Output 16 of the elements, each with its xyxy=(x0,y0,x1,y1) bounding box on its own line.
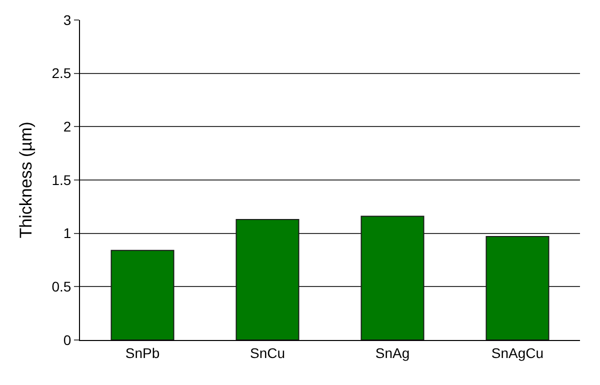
y-tick-label: 2.5 xyxy=(52,65,72,82)
y-tick-label: 1.5 xyxy=(52,172,72,188)
x-tick-label: SnPb xyxy=(125,344,160,361)
bar xyxy=(236,218,300,340)
y-tick-label: 3 xyxy=(63,12,72,28)
bar xyxy=(110,250,174,340)
x-tick-label: SnCu xyxy=(250,344,286,361)
y-axis-title: Thickness (µm) xyxy=(16,122,36,238)
y-tick-label: 1 xyxy=(63,225,72,242)
bar xyxy=(486,236,550,340)
y-tick-label: 0 xyxy=(63,332,72,348)
bar xyxy=(360,216,424,340)
x-tick-label: SnAg xyxy=(375,344,410,361)
y-tick-label: 2 xyxy=(63,118,72,135)
y-tick-label: 0.5 xyxy=(52,278,72,295)
x-tick-label: SnAgCu xyxy=(491,344,544,361)
